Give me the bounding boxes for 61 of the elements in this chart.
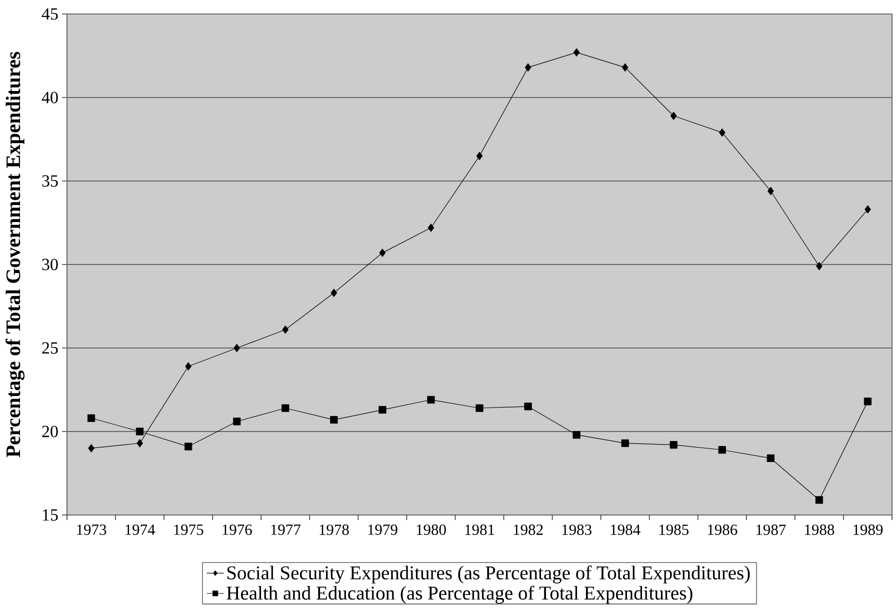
y-tick-label: 30 <box>42 258 58 270</box>
point <box>476 404 484 412</box>
y-tick-label: 25 <box>42 342 58 354</box>
y-axis-title: Percentage of Total Government Expenditures <box>6 52 24 458</box>
x-tick-label: 1973 <box>77 524 106 535</box>
point <box>185 362 192 371</box>
point <box>234 344 240 352</box>
point <box>282 325 289 334</box>
point <box>766 454 774 462</box>
x-tick-label: 1988 <box>805 524 834 535</box>
point <box>670 112 677 120</box>
legend-label: Health and Education (as Percentage of Total Expenditures) <box>226 586 692 604</box>
y-tick-label: 45 <box>42 8 58 20</box>
point <box>379 248 386 258</box>
point <box>718 446 726 454</box>
y-tick-label: 15 <box>42 509 58 521</box>
point <box>573 48 580 57</box>
point <box>670 441 678 449</box>
point <box>767 186 774 196</box>
x-tick-label: 1983 <box>562 524 592 535</box>
x-tick-label: 1976 <box>222 524 252 535</box>
point <box>622 63 628 72</box>
x-tick-label: 1986 <box>708 524 738 535</box>
point <box>136 438 143 448</box>
point <box>330 288 338 298</box>
point <box>87 414 96 422</box>
point <box>427 396 435 404</box>
point <box>88 444 94 452</box>
point <box>718 128 726 137</box>
x-tick-label: 1984 <box>610 524 640 535</box>
point <box>428 224 434 232</box>
x-tick-label: 1980 <box>416 524 446 535</box>
x-tick-label: 1977 <box>271 524 300 535</box>
y-tick-label: 35 <box>42 175 58 187</box>
legend-label: Social Security Expenditures (as Percentage of Total Expenditures) <box>227 566 750 584</box>
point <box>816 262 822 270</box>
point <box>378 406 386 414</box>
x-tick-label: 1978 <box>320 524 349 535</box>
point <box>330 416 338 424</box>
point <box>184 442 192 450</box>
point <box>815 496 824 504</box>
x-tick-label: 1979 <box>368 524 398 535</box>
y-tick-label: 20 <box>42 426 58 438</box>
point <box>233 418 241 426</box>
point <box>621 439 629 447</box>
point <box>524 402 532 410</box>
x-tick-label: 1975 <box>174 524 204 535</box>
point <box>476 152 483 160</box>
x-tick-label: 1985 <box>659 524 689 535</box>
x-tick-label: 1982 <box>514 524 543 535</box>
y-tick-label: 40 <box>42 92 58 104</box>
point <box>864 205 871 214</box>
point <box>282 404 290 412</box>
point <box>524 63 532 72</box>
x-tick-label: 1981 <box>465 524 494 535</box>
x-tick-label: 1974 <box>126 524 156 535</box>
point <box>572 431 580 439</box>
x-tick-label: 1987 <box>756 524 786 535</box>
x-tick-label: 1989 <box>854 524 883 535</box>
point <box>136 428 144 436</box>
point <box>864 398 872 406</box>
